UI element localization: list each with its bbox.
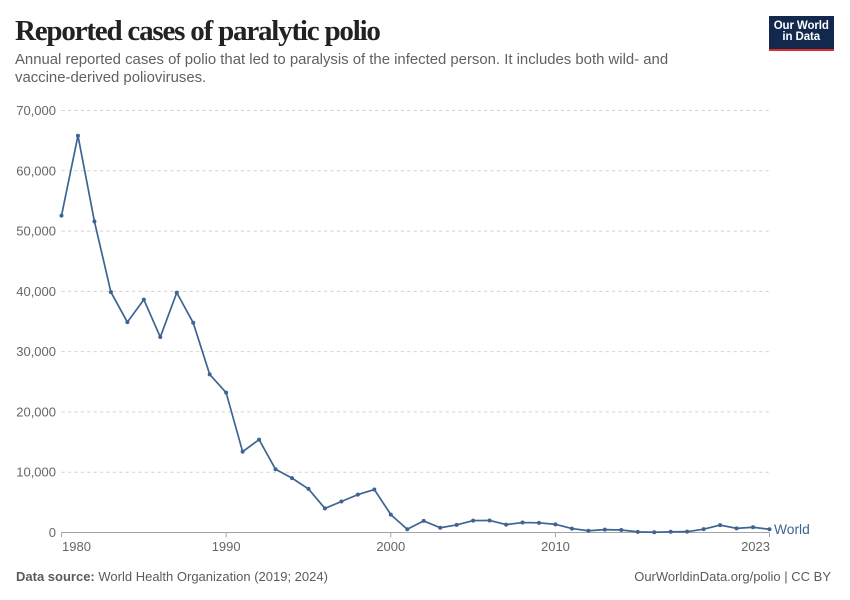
data-point bbox=[306, 486, 311, 491]
data-point bbox=[125, 320, 130, 325]
data-point bbox=[290, 476, 295, 481]
data-point bbox=[701, 527, 706, 532]
x-tick-label: 2010 bbox=[541, 539, 570, 554]
data-point bbox=[355, 492, 360, 497]
line-chart: 0 10,000 20,000 30,000 40,000 50,000 60,000 70,… bbox=[0, 100, 850, 560]
chart-title: Reported cases of paralytic polio bbox=[15, 15, 381, 47]
data-point bbox=[388, 512, 393, 517]
data-point bbox=[471, 518, 476, 523]
data-point bbox=[751, 525, 756, 530]
data-point bbox=[569, 526, 574, 531]
data-point bbox=[207, 372, 212, 377]
data-source-value: World Health Organization (2019; 2024) bbox=[98, 569, 328, 584]
license-link[interactable]: OurWorldinData.org/polio | CC BY bbox=[634, 569, 831, 584]
x-tick-label: 1990 bbox=[212, 539, 241, 554]
series-label[interactable]: World bbox=[774, 522, 810, 537]
y-tick-label: 50,000 bbox=[16, 224, 56, 239]
chart-canvas: 0 10,000 20,000 30,000 40,000 50,000 60,000 70,… bbox=[16, 103, 810, 554]
data-point bbox=[92, 219, 97, 224]
owid-logo[interactable]: Our World in Data bbox=[769, 15, 834, 52]
x-tick-label: 2023 bbox=[741, 539, 770, 554]
x-tick-label: 1980 bbox=[62, 539, 91, 554]
data-point bbox=[487, 518, 492, 523]
data-point bbox=[339, 499, 344, 504]
x-tick-label: 2000 bbox=[376, 539, 405, 554]
data-source-label: Data source: bbox=[16, 569, 95, 584]
data-point bbox=[141, 297, 146, 302]
data-point bbox=[454, 522, 459, 527]
data-point bbox=[504, 522, 509, 527]
y-tick-label: 60,000 bbox=[16, 163, 56, 178]
y-tick-label: 10,000 bbox=[16, 465, 56, 480]
data-point bbox=[767, 527, 772, 532]
y-tick-label: 70,000 bbox=[16, 103, 56, 118]
data-point bbox=[273, 467, 278, 472]
data-point bbox=[536, 520, 541, 525]
data-point bbox=[191, 320, 196, 325]
data-point bbox=[652, 530, 657, 535]
owid-logo-line2: in Data bbox=[782, 31, 821, 44]
data-point bbox=[158, 335, 163, 340]
data-point bbox=[553, 522, 558, 527]
y-tick-label: 40,000 bbox=[16, 284, 56, 299]
data-point bbox=[619, 527, 624, 532]
data-point bbox=[438, 525, 443, 530]
y-tick-label: 30,000 bbox=[16, 344, 56, 359]
chart-subtitle: Annual reported cases of polio that led … bbox=[15, 51, 669, 87]
data-point bbox=[240, 449, 245, 454]
data-point bbox=[405, 527, 410, 532]
data-point bbox=[257, 437, 262, 442]
data-point bbox=[108, 290, 113, 295]
data-point bbox=[322, 506, 327, 511]
data-point bbox=[602, 527, 607, 532]
data-point bbox=[224, 390, 229, 395]
data-point bbox=[668, 529, 673, 534]
data-point bbox=[59, 213, 64, 218]
data-point bbox=[174, 290, 179, 295]
data-point bbox=[520, 520, 525, 525]
data-point bbox=[685, 529, 690, 534]
data-point bbox=[372, 487, 377, 492]
data-point bbox=[635, 529, 640, 534]
y-tick-label: 0 bbox=[49, 525, 56, 540]
data-point bbox=[718, 523, 723, 528]
data-point bbox=[734, 526, 739, 531]
data-line bbox=[60, 134, 771, 534]
data-point bbox=[586, 528, 591, 533]
y-tick-label: 20,000 bbox=[16, 404, 56, 419]
data-source-note: Data source: World Health Organization (… bbox=[16, 569, 328, 584]
data-point bbox=[75, 133, 80, 138]
owid-logo-line1: Our World bbox=[773, 19, 829, 32]
data-point bbox=[421, 518, 426, 523]
